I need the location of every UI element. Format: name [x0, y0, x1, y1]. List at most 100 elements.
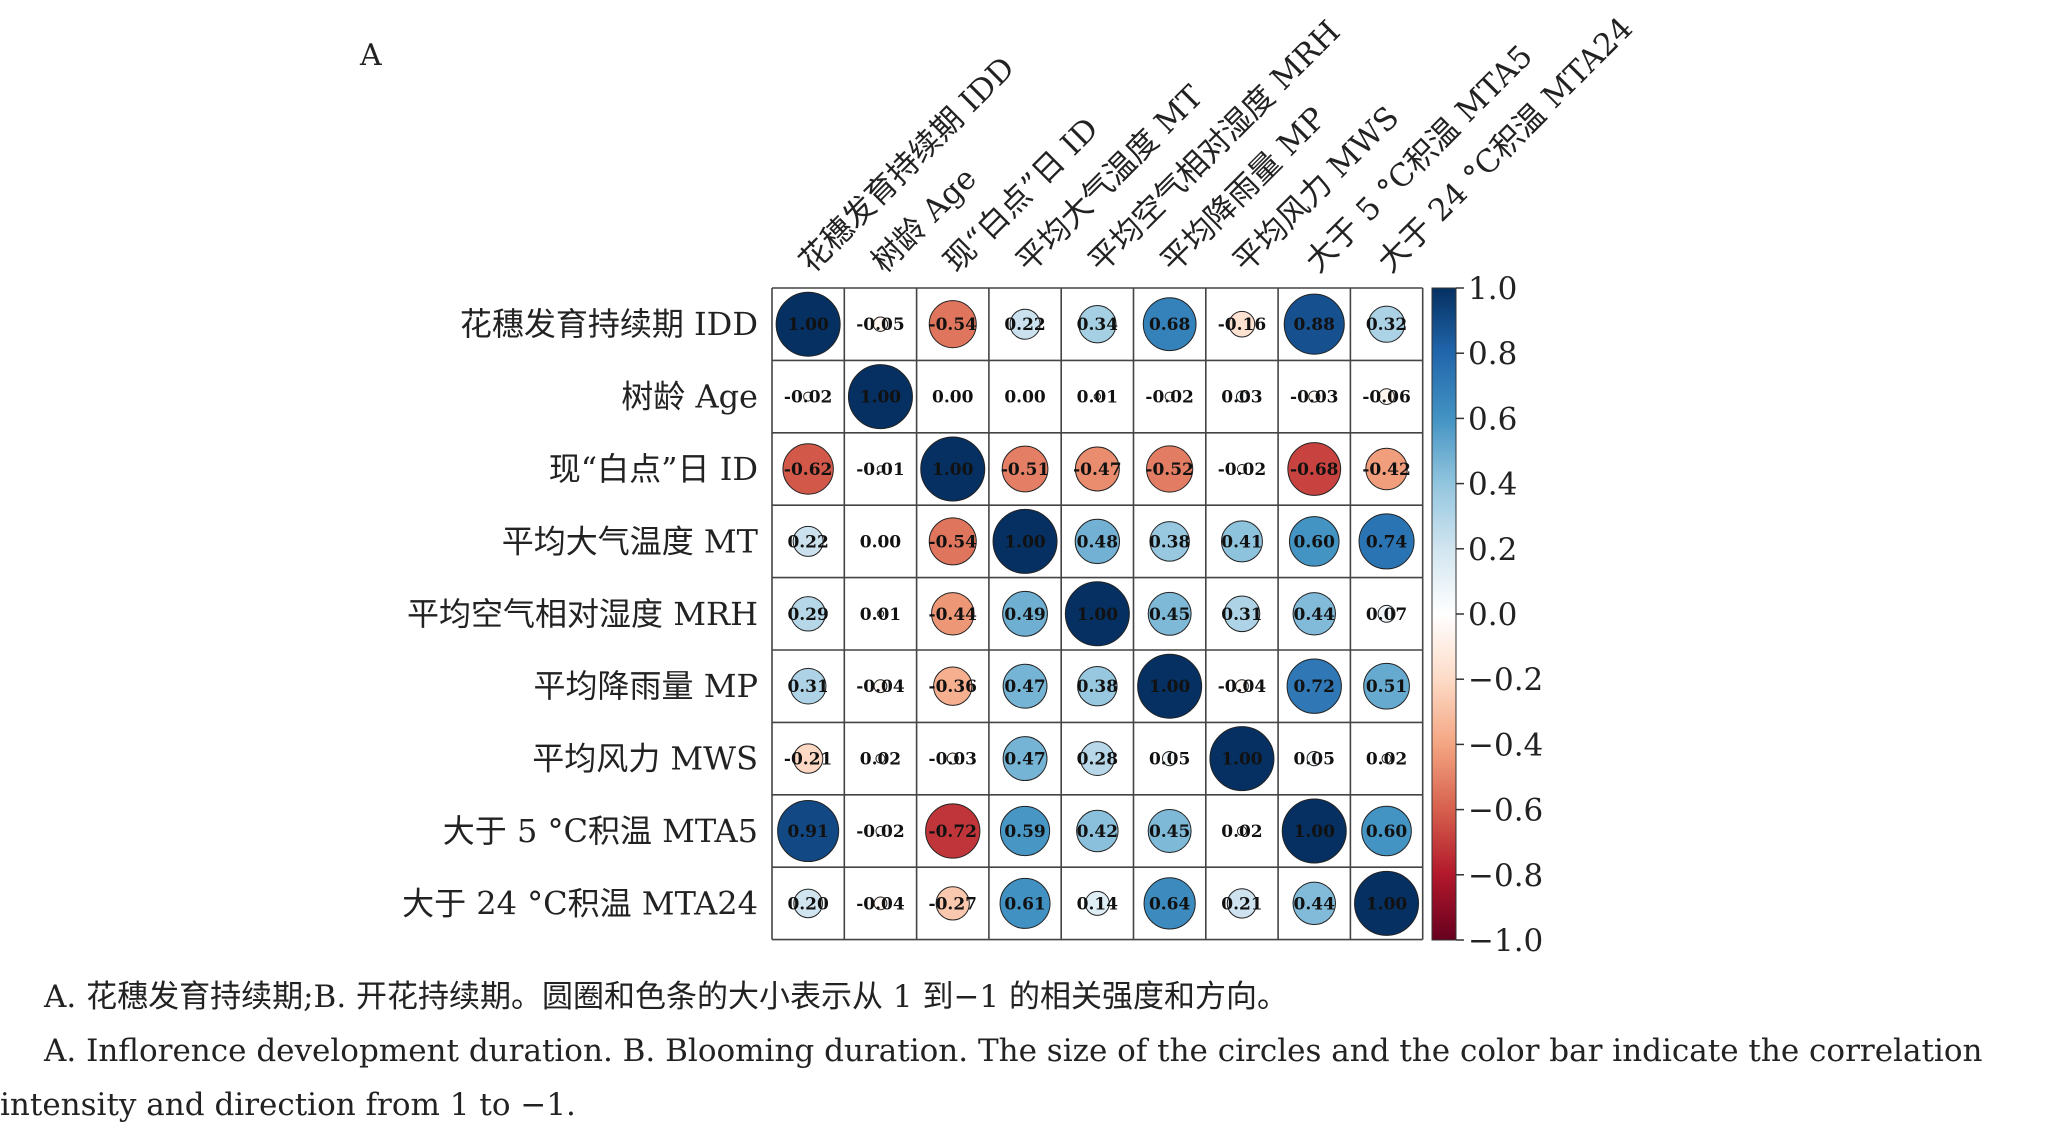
correlation-circle [1288, 516, 1340, 567]
correlation-circle [782, 443, 834, 495]
colorbar-tick-label: −0.2 [1468, 662, 1543, 698]
correlation-value: -0.03 [929, 750, 977, 770]
correlation-circle [1164, 391, 1175, 402]
correlation-value: -0.47 [1073, 460, 1121, 480]
correlation-circle [1361, 805, 1412, 857]
correlation-circle [1287, 442, 1342, 496]
correlation-value: -0.06 [1362, 388, 1410, 408]
correlation-circle [1023, 395, 1027, 399]
correlation-circle [873, 679, 888, 694]
correlation-value: -0.62 [784, 460, 832, 480]
correlation-circle [875, 753, 886, 764]
correlation-circle [1281, 798, 1347, 864]
correlation-circle [1002, 663, 1048, 709]
correlation-circle [999, 877, 1051, 929]
correlation-circle [1142, 297, 1197, 352]
correlation-value: 0.74 [1366, 532, 1408, 552]
correlation-value: 0.29 [787, 605, 828, 625]
correlation-circle [1377, 604, 1396, 623]
correlation-value: 0.49 [1004, 605, 1045, 625]
correlation-circle [1378, 388, 1395, 405]
correlation-circle [928, 300, 977, 349]
correlation-value: 1.00 [787, 315, 829, 335]
correlation-circle [1358, 513, 1415, 570]
colorbar-tick-label: 0.0 [1468, 597, 1517, 633]
correlation-circle [1365, 447, 1408, 491]
correlation-value: -0.54 [929, 532, 978, 552]
correlation-circle [1147, 809, 1192, 853]
correlation-value: 0.20 [787, 894, 829, 914]
correlation-circle [1079, 741, 1115, 777]
correlation-circle [1354, 870, 1420, 936]
correlation-value: -0.51 [1001, 460, 1049, 480]
row-label: 花穗发育持续期 IDD [460, 305, 758, 343]
row-label: 平均降雨量 MP [534, 667, 758, 705]
correlation-value: 0.64 [1149, 894, 1191, 914]
colorbar-tick-label: −1.0 [1468, 923, 1543, 959]
correlation-value: 0.41 [1221, 532, 1262, 552]
correlation-value: 0.00 [932, 388, 974, 408]
colorbar-tick-label: 0.6 [1468, 401, 1517, 437]
correlation-circle [873, 896, 888, 911]
correlation-circle [1306, 750, 1322, 767]
correlation-circle [1064, 581, 1130, 647]
correlation-circle [1209, 726, 1275, 792]
correlation-value: -0.03 [1290, 388, 1338, 408]
correlation-value: -0.02 [856, 822, 904, 842]
correlation-circle [792, 525, 824, 557]
correlation-value: 0.34 [1077, 315, 1119, 335]
correlation-circle [1074, 518, 1121, 565]
correlation-value: -0.68 [1290, 460, 1338, 480]
correlation-value: -0.72 [929, 822, 977, 842]
correlation-circle [1381, 753, 1392, 764]
correlation-circle [992, 508, 1058, 574]
caption-english: A. Inflorence development duration. B. B… [0, 1033, 1983, 1123]
correlation-circle [875, 825, 886, 837]
correlation-value: -0.16 [1218, 315, 1266, 335]
correlation-circle [1228, 310, 1256, 338]
correlation-value: 0.51 [1366, 677, 1407, 697]
correlation-value: -0.04 [856, 677, 905, 697]
panel-label: A [360, 38, 382, 73]
correlation-circle [1292, 881, 1336, 926]
colorbar-tick-label: −0.8 [1468, 858, 1543, 894]
correlation-value: 0.42 [1077, 822, 1118, 842]
correlation-circle [1146, 445, 1194, 493]
correlation-circle [1235, 390, 1248, 403]
correlation-value: -0.01 [856, 460, 904, 480]
colorbar-tick-label: 0.8 [1468, 336, 1517, 372]
correlation-value: -0.04 [856, 894, 905, 914]
correlation-value: 0.38 [1149, 532, 1190, 552]
correlation-value: 0.03 [1221, 388, 1262, 408]
row-label: 大于 5 °C积温 MTA5 [443, 812, 758, 850]
correlation-circle [1077, 665, 1118, 707]
correlation-value: 0.47 [1004, 750, 1045, 770]
correlation-value: 0.60 [1366, 822, 1408, 842]
correlation-circle [933, 666, 973, 706]
correlation-value: -0.02 [784, 388, 832, 408]
correlation-value: 0.68 [1149, 315, 1190, 335]
correlation-value: 0.05 [1294, 750, 1335, 770]
correlation-value: 0.59 [1004, 822, 1045, 842]
correlation-circle [793, 888, 823, 919]
correlation-value: -0.04 [1218, 677, 1267, 697]
correlation-value: 0.02 [860, 750, 901, 770]
correlation-circle [878, 539, 882, 543]
correlation-circle [951, 395, 955, 399]
correlation-circle [1076, 809, 1119, 853]
correlation-circle [792, 743, 824, 774]
correlation-value: 0.44 [1294, 605, 1336, 625]
correlation-circle [1283, 293, 1345, 355]
correlation-value: 0.88 [1294, 315, 1335, 335]
correlation-circle [1002, 590, 1048, 637]
colorbar-tick-label: 1.0 [1468, 271, 1517, 307]
correlation-circle [876, 610, 885, 618]
correlation-value: 0.60 [1294, 532, 1336, 552]
correlation-circle [847, 364, 913, 430]
correlation-value: 0.31 [787, 677, 828, 697]
correlation-circle [1236, 463, 1247, 475]
correlation-circle [935, 886, 970, 921]
correlation-circle [1367, 305, 1406, 343]
correlation-circle [999, 805, 1051, 857]
colorbar [1431, 287, 1457, 941]
